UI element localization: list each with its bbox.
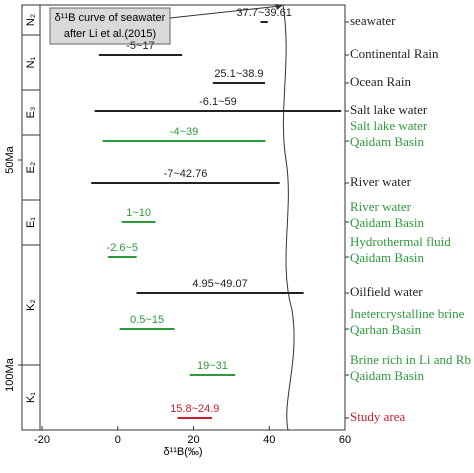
row-label: Oilfield water — [350, 284, 423, 299]
period-label: K₁ — [25, 392, 37, 403]
period-label: E₁ — [25, 217, 37, 228]
value-label: 1~10 — [126, 207, 151, 219]
row-label: Qarhan Basin — [350, 322, 422, 337]
row-label: Qaidam Basin — [350, 250, 425, 265]
row-label: Qaidam Basin — [350, 368, 425, 383]
value-label: -2.6~5 — [107, 242, 139, 254]
annotation-box — [49, 7, 171, 45]
value-label: 0.5~15 — [130, 314, 164, 326]
x-tick-label: -20 — [34, 434, 50, 446]
value-label: -6.1~59 — [199, 96, 237, 108]
row-label: River water — [350, 174, 412, 189]
frame — [21, 4, 346, 431]
row-label: Qaidam Basin — [350, 134, 425, 149]
row-label: seawater — [350, 13, 396, 28]
value-label: 25.1~38.9 — [214, 68, 263, 80]
row-label: Brine rich in Li and Rb — [350, 352, 471, 367]
x-tick-label: 20 — [187, 434, 199, 446]
x-tick-label: 60 — [339, 434, 351, 446]
row-label: Inetercrystalline brine — [350, 306, 465, 321]
value-label: 19~31 — [197, 360, 228, 372]
value-label: -5~17 — [126, 40, 154, 52]
period-label: K₂ — [25, 299, 37, 311]
age-label: 100Ma — [4, 357, 16, 392]
period-label: E₃ — [25, 107, 37, 119]
row-label: Salt lake water — [350, 118, 428, 133]
period-label: N₁ — [25, 56, 37, 68]
arrow-head — [275, 4, 283, 10]
arrow — [169, 5, 281, 19]
x-axis-label: δ¹¹B(‰) — [163, 446, 202, 458]
row-label: Study area — [350, 409, 405, 424]
x-tick-label: 0 — [115, 434, 121, 446]
row-label: River water — [350, 199, 412, 214]
period-label: N₂ — [25, 14, 37, 26]
period-label: E₂ — [25, 162, 37, 174]
row-label: Qaidam Basin — [350, 215, 425, 230]
value-label: 15.8~24.9 — [170, 403, 219, 415]
value-label: 37.7~39.61 — [236, 7, 291, 19]
annotation: after Li et al.(2015) — [64, 28, 156, 40]
value-label: 4.95~49.07 — [192, 278, 247, 290]
seawater-curve — [282, 4, 295, 431]
value-label: -7~42.76 — [164, 168, 208, 180]
row-label: Salt lake water — [350, 102, 428, 117]
annotation: δ¹¹B curve of seawater — [55, 12, 166, 24]
row-label: Continental Rain — [350, 46, 439, 61]
value-label: -4~39 — [170, 126, 198, 138]
row-label: Hydrothermal fluid — [350, 234, 451, 249]
age-label: 50Ma — [4, 145, 16, 173]
row-label: Ocean Rain — [350, 74, 412, 89]
x-tick-label: 40 — [263, 434, 275, 446]
